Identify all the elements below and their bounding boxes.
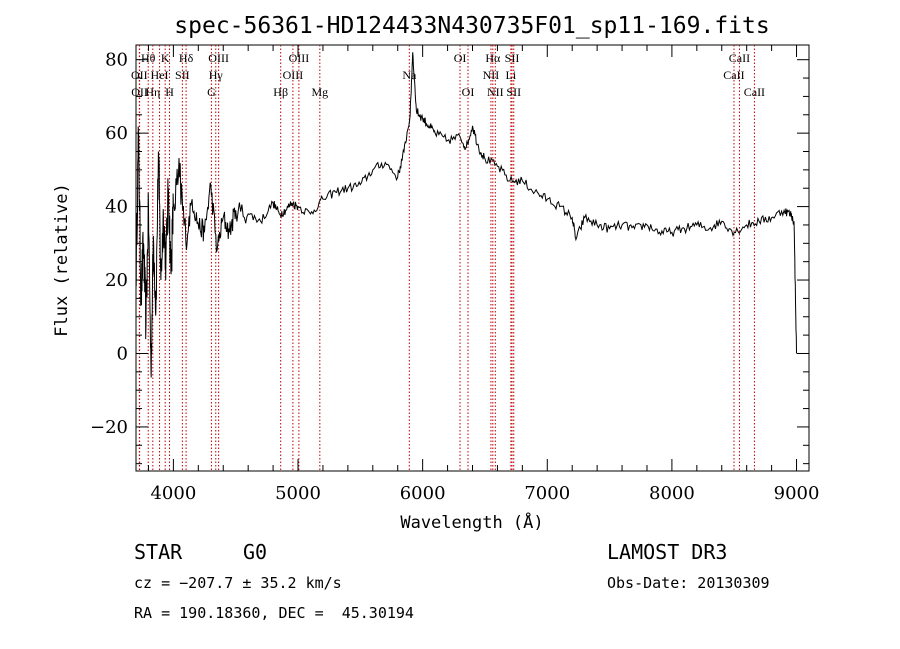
y-axis-label: Flux (relative)	[52, 183, 72, 337]
line-marker-label: OIII	[289, 51, 310, 65]
survey-name: LAMOST DR3	[607, 540, 728, 564]
line-marker-label: SII	[175, 68, 190, 82]
y-tick-label: −20	[90, 417, 128, 438]
object-subclass: G0	[243, 540, 268, 564]
spectral-line-markers	[138, 45, 755, 471]
line-marker-label: OII	[131, 85, 148, 99]
line-marker-label: NII	[487, 85, 504, 99]
redshift-velocity: cz = −207.7 ± 35.2 km/s	[134, 574, 342, 592]
line-marker-label: OI	[454, 51, 467, 65]
line-marker-label: CaII	[729, 51, 750, 65]
x-tick-label: 5000	[275, 483, 321, 504]
x-tick-label: 9000	[774, 483, 820, 504]
line-marker-label: HeI	[151, 68, 169, 82]
line-marker-label: H	[165, 85, 174, 99]
y-tick-label: 80	[105, 50, 128, 71]
y-tick-label: 20	[105, 270, 128, 291]
y-tick-label: 40	[105, 197, 128, 218]
x-tick-label: 8000	[649, 483, 695, 504]
line-marker-label: Li	[506, 68, 517, 82]
axis-tick-labels: 4000 5000 6000 7000 8000 9000 −20 0 20 40 60 80	[90, 50, 819, 504]
observation-date: Obs-Date: 20130309	[607, 574, 770, 592]
line-marker-label: OIII	[283, 68, 304, 82]
line-marker-label: Hθ	[141, 51, 156, 65]
axis-ticks	[136, 45, 809, 471]
spectrum-series-line	[135, 52, 797, 378]
y-tick-label: 0	[117, 343, 128, 364]
object-class: STAR	[134, 540, 183, 564]
line-marker-label: CaII	[744, 85, 765, 99]
x-tick-label: 6000	[400, 483, 446, 504]
chart-title: spec-56361-HD124433N430735F01_sp11-169.f…	[174, 13, 769, 39]
sky-coordinates: RA = 190.18360, DEC = 45.30194	[134, 604, 414, 622]
plot-frame	[135, 44, 810, 472]
x-axis-label: Wavelength (Å)	[400, 511, 543, 533]
y-tick-label: 60	[105, 123, 128, 144]
line-marker-label: Hη	[145, 85, 160, 99]
line-marker-label: K	[161, 51, 170, 65]
line-marker-label: OII	[131, 68, 148, 82]
line-marker-label: G	[207, 85, 216, 99]
x-tick-label: 7000	[524, 483, 570, 504]
line-marker-label: Mg	[311, 85, 328, 99]
line-marker-label: NII	[483, 68, 500, 82]
line-marker-label: Hα	[485, 51, 501, 65]
line-marker-label: SII	[505, 51, 520, 65]
line-marker-label: Hβ	[273, 85, 288, 99]
line-marker-label: OI	[462, 85, 475, 99]
line-marker-label: CaII	[723, 68, 744, 82]
line-marker-label: Hγ	[209, 68, 224, 82]
line-marker-label: SII	[506, 85, 521, 99]
line-marker-label: Hδ	[179, 51, 194, 65]
x-tick-label: 4000	[150, 483, 196, 504]
line-marker-label: OIII	[208, 51, 229, 65]
